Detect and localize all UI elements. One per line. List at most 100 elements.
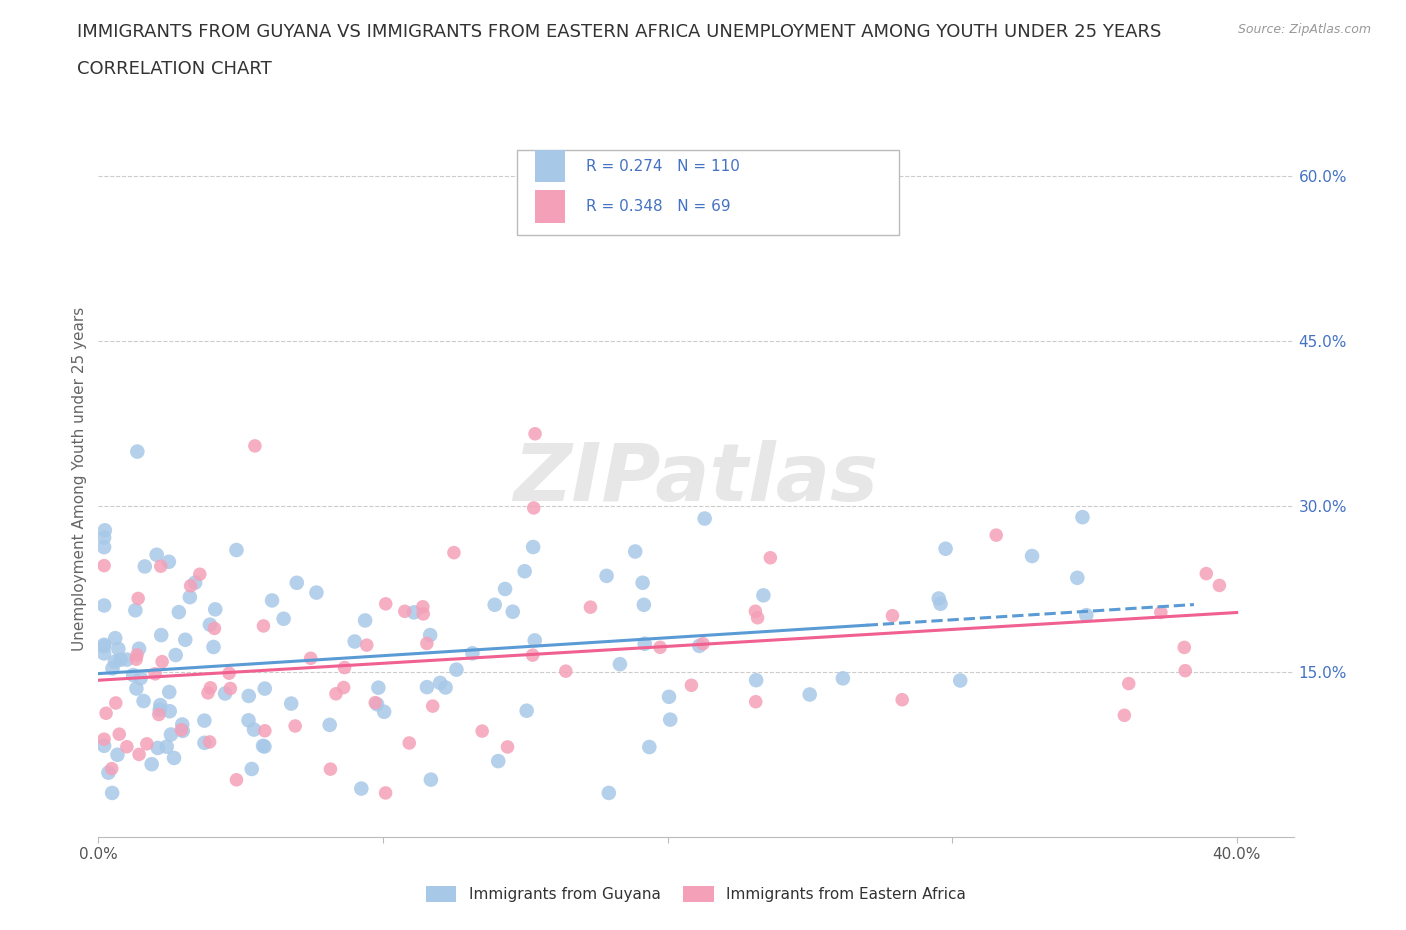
- Point: [135, 737, 157, 751]
- Point: [129, 671, 152, 685]
- Point: [412, 606, 434, 621]
- Point: [172, 724, 194, 738]
- Point: [305, 585, 328, 600]
- Point: [125, 647, 148, 662]
- Point: [745, 672, 768, 687]
- Text: R = 0.274   N = 110: R = 0.274 N = 110: [586, 159, 740, 174]
- Point: [986, 527, 1008, 542]
- Point: [745, 695, 768, 710]
- Point: [633, 597, 655, 612]
- Point: [108, 726, 131, 741]
- Point: [280, 697, 302, 711]
- Point: [486, 753, 509, 768]
- Point: [165, 647, 187, 662]
- Point: [146, 740, 169, 755]
- Point: [522, 647, 544, 662]
- Point: [204, 602, 226, 617]
- Point: [149, 702, 172, 717]
- Point: [101, 786, 124, 801]
- Point: [523, 633, 546, 648]
- Point: [343, 634, 366, 649]
- Point: [193, 713, 215, 728]
- Point: [156, 739, 179, 754]
- Point: [434, 680, 457, 695]
- Point: [744, 604, 766, 618]
- Point: [180, 578, 202, 593]
- Point: [202, 640, 225, 655]
- Point: [110, 652, 132, 667]
- Point: [831, 671, 853, 685]
- Point: [253, 724, 276, 738]
- Point: [148, 707, 170, 722]
- Point: [197, 685, 219, 700]
- Point: [949, 673, 972, 688]
- Point: [496, 739, 519, 754]
- Point: [624, 544, 647, 559]
- Point: [513, 564, 536, 578]
- Point: [167, 604, 190, 619]
- Point: [692, 636, 714, 651]
- Point: [752, 588, 775, 603]
- Point: [125, 681, 148, 696]
- Point: [325, 686, 347, 701]
- Point: [1114, 708, 1136, 723]
- Point: [240, 762, 263, 777]
- Point: [928, 591, 950, 606]
- Point: [416, 680, 439, 695]
- Point: [935, 541, 957, 556]
- Point: [127, 445, 149, 459]
- Point: [402, 604, 425, 619]
- Point: [145, 548, 167, 563]
- Point: [638, 739, 661, 754]
- Point: [170, 723, 193, 737]
- FancyBboxPatch shape: [517, 150, 900, 235]
- Point: [1173, 640, 1195, 655]
- Point: [93, 558, 115, 573]
- Point: [107, 748, 129, 763]
- Point: [134, 559, 156, 574]
- Point: [1195, 566, 1218, 581]
- Point: [128, 747, 150, 762]
- Text: R = 0.348   N = 69: R = 0.348 N = 69: [586, 199, 731, 214]
- Point: [143, 667, 166, 682]
- Point: [94, 523, 117, 538]
- Point: [184, 575, 207, 590]
- Point: [1150, 605, 1173, 620]
- Point: [419, 628, 441, 643]
- Point: [97, 765, 120, 780]
- Point: [132, 694, 155, 709]
- Point: [419, 772, 441, 787]
- Point: [93, 530, 115, 545]
- Point: [160, 727, 183, 742]
- Point: [688, 638, 710, 653]
- Point: [373, 704, 395, 719]
- Point: [367, 680, 389, 695]
- Point: [522, 539, 544, 554]
- Point: [198, 735, 221, 750]
- Point: [93, 738, 115, 753]
- Point: [595, 568, 617, 583]
- Point: [747, 610, 769, 625]
- Point: [104, 654, 127, 669]
- Point: [198, 618, 221, 632]
- Point: [299, 651, 322, 666]
- Point: [125, 652, 148, 667]
- Point: [253, 681, 276, 696]
- Point: [94, 706, 117, 721]
- Point: [179, 590, 201, 604]
- Point: [374, 786, 396, 801]
- Point: [658, 689, 681, 704]
- Text: ZIPatlas: ZIPatlas: [513, 440, 879, 518]
- Point: [93, 539, 115, 554]
- Legend: Immigrants from Guyana, Immigrants from Eastern Africa: Immigrants from Guyana, Immigrants from …: [420, 880, 972, 908]
- Point: [163, 751, 186, 765]
- Point: [260, 593, 283, 608]
- Point: [502, 604, 524, 619]
- Point: [149, 698, 172, 712]
- Point: [364, 696, 387, 711]
- Point: [225, 542, 247, 557]
- Point: [484, 597, 506, 612]
- Point: [243, 438, 266, 453]
- Point: [150, 628, 173, 643]
- Point: [107, 642, 129, 657]
